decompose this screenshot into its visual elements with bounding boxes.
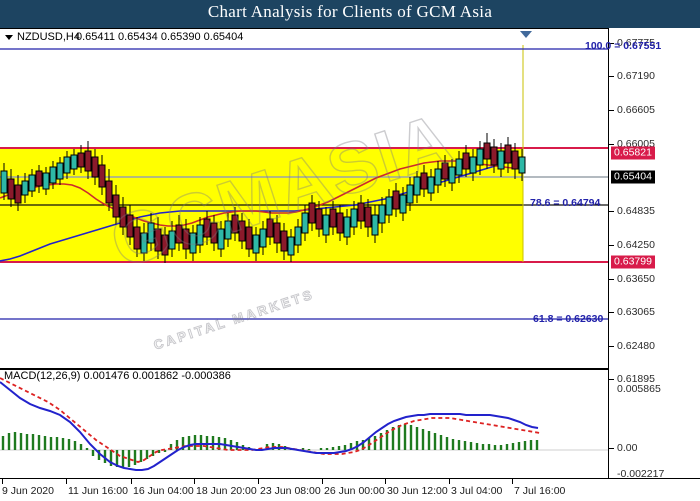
macd-indicator-label: MACD(12,26,9) 0.001476 0.001862 -0.00038… bbox=[4, 370, 231, 382]
chevron-down-icon[interactable] bbox=[5, 35, 13, 40]
date-tick-label: 16 Jun 04:00 bbox=[133, 485, 194, 497]
price-tick-label: 0.64835 bbox=[617, 205, 655, 217]
ma-fast-line bbox=[0, 160, 521, 227]
price-tick-label: 0.67190 bbox=[617, 70, 655, 82]
date-tick-label: 26 Jun 00:00 bbox=[324, 485, 385, 497]
fib-label-100: 100.0 = 0.67551 bbox=[585, 40, 662, 52]
date-tick-label: 7 Jul 16:00 bbox=[514, 485, 566, 497]
fib-100-line-svg bbox=[0, 48, 608, 50]
macd-tick-label: 0.005865 bbox=[617, 383, 661, 395]
page-title: Chart Analysis for Clients of GCM Asia bbox=[207, 2, 493, 21]
resistance-price-badge: 0.65821 bbox=[611, 146, 655, 160]
high-marker-icon bbox=[520, 31, 532, 38]
price-chart-panel[interactable] bbox=[0, 45, 609, 367]
price-tick-label: 0.61895 bbox=[617, 373, 655, 385]
macd-chart-svg bbox=[0, 377, 608, 471]
macd-tick-label: -0.002217 bbox=[617, 468, 665, 480]
macd-chart-panel[interactable] bbox=[0, 368, 609, 480]
symbol-label: NZDUSD,H4 bbox=[17, 31, 80, 43]
fib-label-618: 61.8 = 0.62630 bbox=[533, 313, 604, 325]
price-tick-label: 0.67775 bbox=[617, 37, 655, 49]
date-tick-label: 23 Jun 08:00 bbox=[260, 485, 321, 497]
macd-histogram bbox=[1, 424, 539, 468]
price-tick-label: 0.66605 bbox=[617, 104, 655, 116]
price-tick-label: 0.62480 bbox=[617, 340, 655, 352]
date-tick-label: 18 Jun 20:00 bbox=[196, 485, 257, 497]
candlestick-series bbox=[0, 133, 526, 263]
price-tick-label: 0.63650 bbox=[617, 273, 655, 285]
date-tick-label: 9 Jun 2020 bbox=[2, 485, 54, 497]
date-tick-label: 30 Jun 12:00 bbox=[387, 485, 448, 497]
fib-618-line-svg bbox=[0, 318, 608, 320]
price-axis[interactable]: 0.67775 0.67190 0.66605 0.66005 0.64835 … bbox=[608, 28, 700, 480]
date-axis[interactable]: 9 Jun 2020 11 Jun 16:00 16 Jun 04:00 18 … bbox=[0, 478, 700, 501]
macd-main-line bbox=[0, 381, 539, 471]
price-tick-label: 0.63065 bbox=[617, 306, 655, 318]
macd-tick-label: 0.00 bbox=[617, 442, 638, 454]
date-tick-label: 3 Jul 04:00 bbox=[451, 485, 503, 497]
current-price-badge: 0.65404 bbox=[611, 170, 655, 184]
price-chart-svg bbox=[0, 45, 608, 263]
fib-label-786: 78.6 = 0.64794 bbox=[530, 197, 601, 209]
support-price-badge: 0.63799 bbox=[611, 255, 655, 269]
price-tick-label: 0.64250 bbox=[617, 239, 655, 251]
date-tick-label: 11 Jun 16:00 bbox=[68, 485, 128, 497]
ohlc-values: 0.65411 0.65434 0.65390 0.65404 bbox=[76, 31, 244, 43]
title-bar: Chart Analysis for Clients of GCM Asia bbox=[0, 0, 700, 28]
